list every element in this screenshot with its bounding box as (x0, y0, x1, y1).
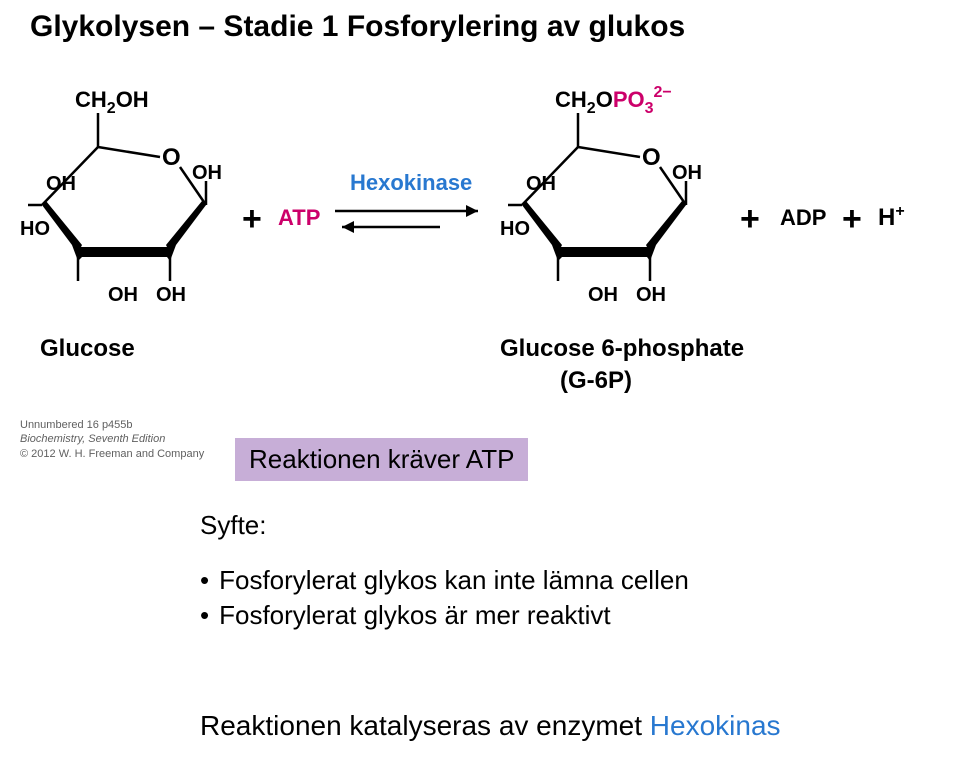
glucose-structure: CH2OH O OH CH2OH (20, 85, 220, 345)
footer-pre: Reaktionen katalyseras av enzymet (200, 710, 650, 741)
g6p-name-line1: Glucose 6-phosphate (500, 335, 744, 363)
svg-text:O: O (642, 144, 661, 171)
atp-label: ATP (278, 205, 320, 231)
svg-text:HO: HO (20, 218, 50, 240)
bullet-dot: • (200, 600, 209, 631)
svg-text:OH: OH (588, 284, 618, 306)
copyright-l3: © 2012 W. H. Freeman and Company (20, 447, 204, 461)
svg-text:O: O (162, 144, 181, 171)
plus-sign-3: + (842, 200, 862, 239)
svg-text:OH: OH (672, 162, 702, 184)
copyright-l1: Unnumbered 16 p455b (20, 418, 204, 432)
copyright-block: Unnumbered 16 p455b Biochemistry, Sevent… (20, 418, 204, 461)
bullet-1: • Fosforylerat glykos kan inte lämna cel… (200, 565, 689, 596)
svg-text:OH: OH (636, 284, 666, 306)
reaction-arrow (330, 197, 490, 248)
plus-sign-1: + (242, 200, 262, 239)
copyright-l2: Biochemistry, Seventh Edition (20, 432, 204, 446)
svg-text:OH: OH (526, 173, 556, 195)
enzyme-label: Hexokinase (350, 170, 472, 196)
bullet-2-text: Fosforylerat glykos är mer reaktivt (219, 600, 611, 631)
g6p-structure: CH2OPO32− O OH OH OH OH HO (500, 85, 730, 345)
adp-label: ADP (780, 205, 826, 231)
bullet-2: • Fosforylerat glykos är mer reaktivt (200, 600, 689, 631)
svg-text:HO: HO (500, 218, 530, 240)
svg-text:CH2OPO32−: CH2OPO32− (555, 85, 672, 117)
svg-text:OH: OH (156, 284, 186, 306)
glucose-name: Glucose (40, 335, 135, 363)
page-title: Glykolysen – Stadie 1 Fosforylering av g… (30, 10, 685, 44)
g6p-name-line2: (G-6P) (560, 367, 632, 395)
hplus-label: H+ (878, 203, 905, 232)
svg-text:CH2OH: CH2OH (75, 87, 149, 117)
bullet-1-text: Fosforylerat glykos kan inte lämna celle… (219, 565, 689, 596)
svg-text:OH: OH (108, 284, 138, 306)
footer-enzyme: Hexokinas (650, 710, 781, 741)
plus-sign-2: + (740, 200, 760, 239)
reaction-diagram: CH2OH O OH CH2OH (20, 85, 940, 415)
syfte-label: Syfte: (200, 510, 266, 541)
bullet-dot: • (200, 565, 209, 596)
footer-sentence: Reaktionen katalyseras av enzymet Hexoki… (200, 710, 781, 742)
svg-text:OH: OH (46, 173, 76, 195)
atp-highlight: Reaktionen kräver ATP (235, 438, 528, 481)
svg-text:OH: OH (192, 162, 222, 184)
bullet-list: • Fosforylerat glykos kan inte lämna cel… (200, 565, 689, 635)
